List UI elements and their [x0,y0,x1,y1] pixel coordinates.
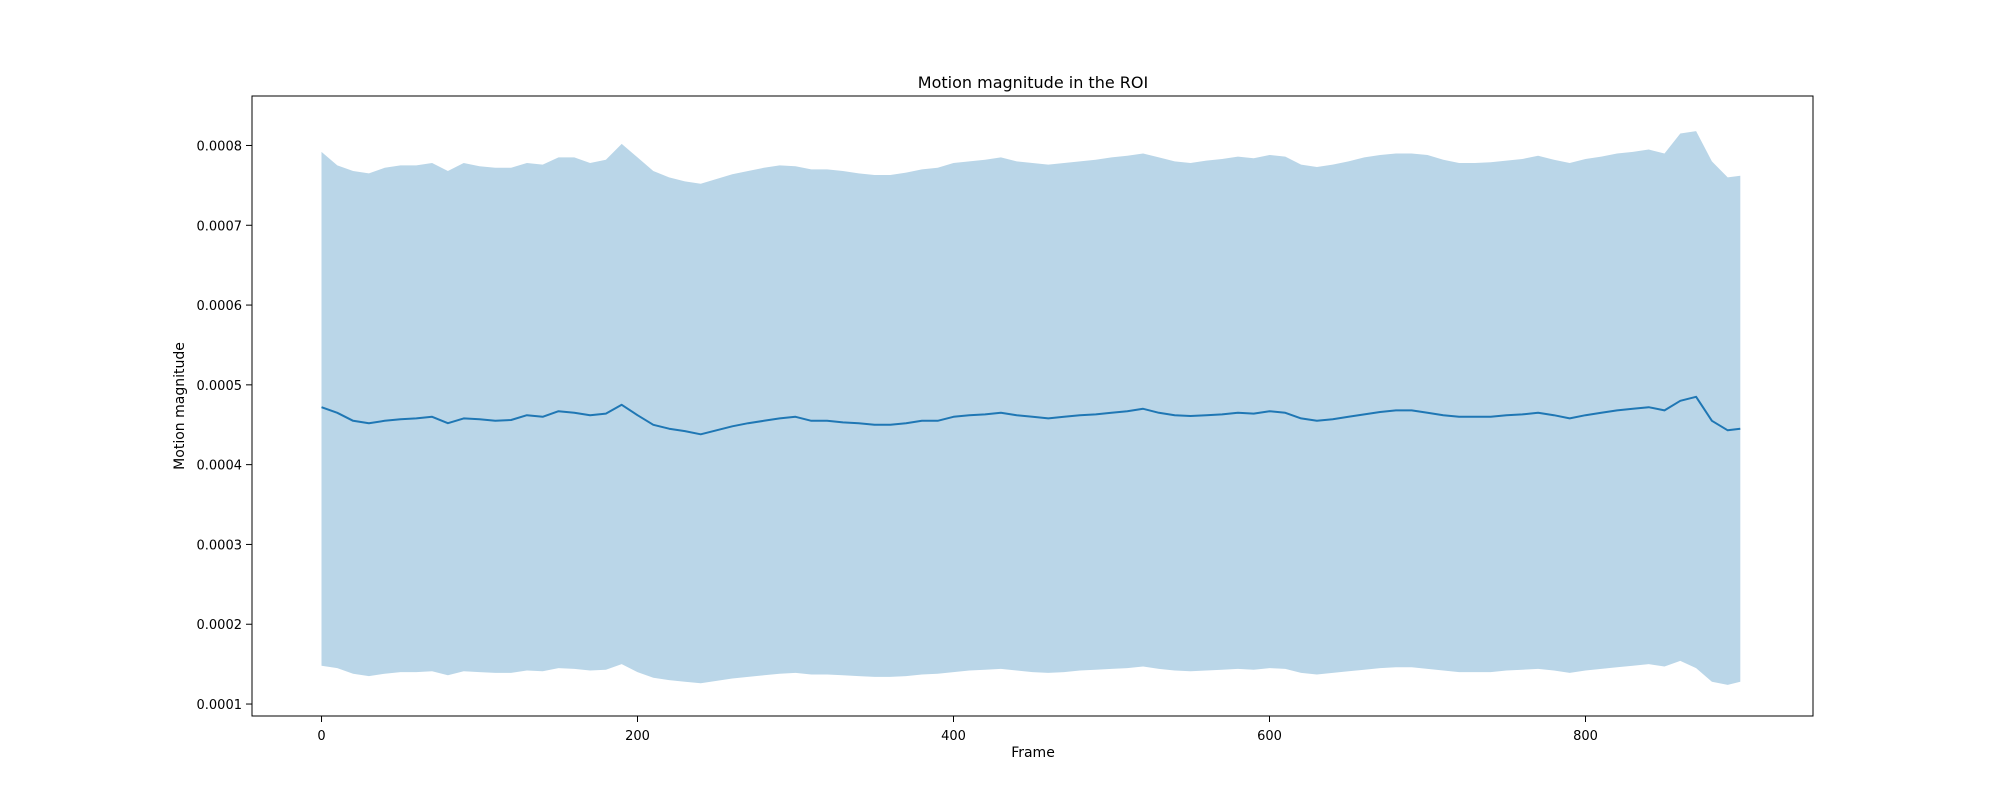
x-tick-label: 0 [317,729,325,744]
x-tick-label: 200 [625,729,650,744]
y-tick-label: 0.0003 [197,538,243,553]
y-tick-label: 0.0006 [197,299,243,314]
y-tick-label: 0.0002 [197,618,243,633]
y-tick-label: 0.0007 [197,219,243,234]
y-axis-label: Motion magnitude [172,342,188,470]
plot-frame [251,95,1814,717]
x-axis: 0 200 400 600 800 [317,716,1598,744]
y-tick-label: 0.0005 [197,379,243,394]
line-layer [321,395,1741,436]
y-tick-label: 0.0008 [197,139,243,154]
y-tick-label: 0.0001 [197,698,243,713]
x-tick-label: 800 [1573,729,1598,744]
x-axis-label: Frame [1011,745,1055,761]
band-layer [321,131,1741,685]
mean-line [321,395,1741,436]
x-tick-label: 400 [941,729,966,744]
x-tick-label: 600 [1257,729,1282,744]
chart-title: Motion magnitude in the ROI [918,73,1148,92]
y-tick-label: 0.0004 [197,459,243,474]
std-band [321,131,1741,685]
y-axis: 0.0001 0.0002 0.0003 0.0004 0.0005 0.0006 0.00… [197,139,252,713]
